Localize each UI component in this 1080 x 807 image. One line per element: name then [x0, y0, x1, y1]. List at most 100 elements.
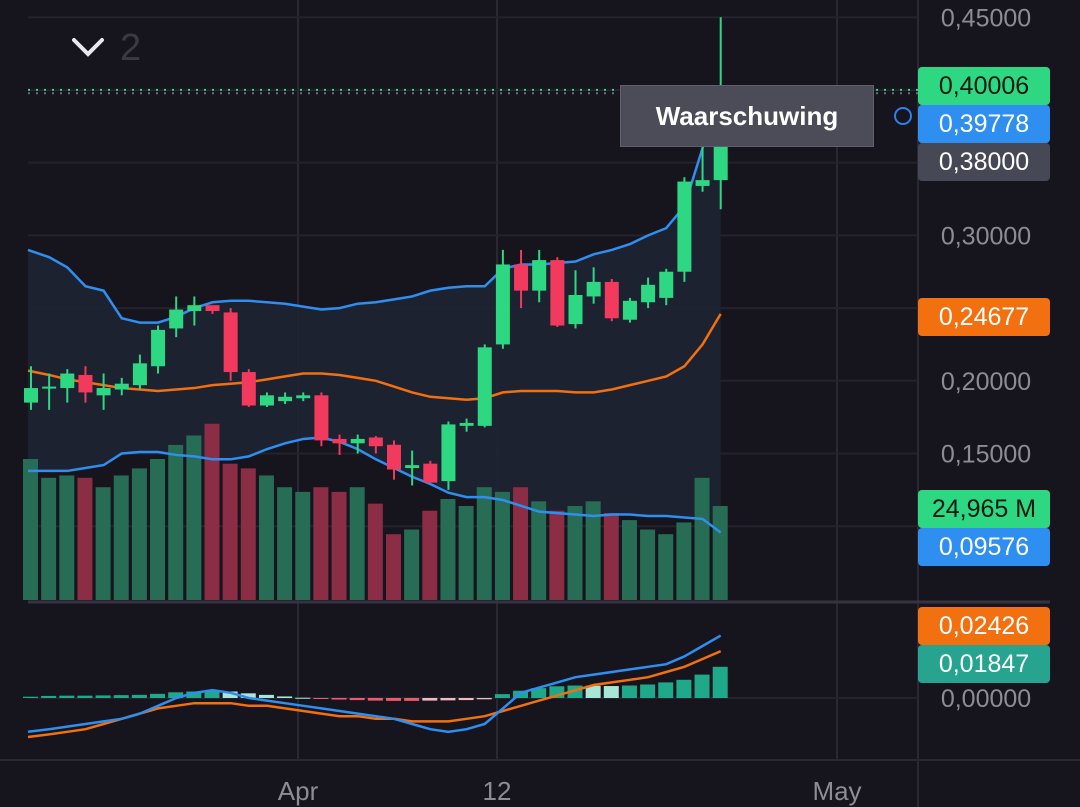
candle-body [350, 438, 365, 444]
candle [477, 344, 492, 428]
candle [332, 434, 347, 455]
volume-bar [567, 506, 583, 600]
candle-body [514, 264, 529, 291]
candle [604, 279, 619, 322]
volume-bar [168, 444, 184, 600]
volume-bar [186, 435, 202, 600]
macd-histogram-bar [458, 698, 474, 701]
macd-histogram-bar [603, 686, 619, 698]
candle-body [169, 309, 184, 329]
candle [350, 434, 365, 454]
macd-histogram-bar [77, 695, 93, 698]
candle-body [314, 395, 329, 441]
candle-body [622, 300, 637, 320]
candle [314, 392, 329, 447]
candle [132, 354, 147, 390]
macd-histogram-bar [585, 685, 601, 698]
macd-histogram-bar [331, 698, 347, 700]
alert-handle-icon[interactable] [894, 107, 912, 125]
candle [96, 373, 111, 410]
bb-upper-line [27, 89, 722, 324]
candle-body [296, 395, 311, 399]
candle-body [132, 363, 147, 386]
alert-price-badge: 0,39778 [918, 105, 1050, 143]
chevron-down-icon [72, 38, 104, 57]
candle-body [586, 281, 601, 297]
volume-bar [313, 487, 329, 600]
volume-bar [585, 501, 601, 600]
candle-body [459, 422, 474, 426]
candle [586, 267, 601, 304]
candle [187, 296, 202, 326]
volume-bar [476, 487, 492, 600]
candle [24, 366, 38, 410]
candle [550, 257, 565, 327]
candle [60, 369, 75, 403]
candle-body [60, 373, 75, 389]
volume-bar [95, 487, 111, 600]
volume-bar [676, 522, 692, 600]
candle-body [78, 374, 93, 393]
volume-bar [295, 491, 311, 600]
candle-body [368, 437, 383, 447]
bb-lower-badge: 0,09576 [918, 528, 1050, 566]
candle [205, 305, 220, 314]
volume-bar [131, 468, 147, 600]
candle-body [96, 388, 111, 396]
macd-histogram-bar [694, 674, 710, 698]
candle [296, 392, 311, 402]
candle-body [441, 424, 456, 482]
volume-bar [386, 534, 401, 600]
macd-histogram-bar [258, 694, 274, 698]
last-price-badge: 0,40006 [918, 67, 1050, 105]
volume-bar [41, 477, 57, 600]
macd-histogram-bar [494, 694, 510, 698]
volume-bar [404, 529, 420, 600]
macd-histogram-bar [531, 688, 547, 698]
macd-histogram-bar [186, 691, 202, 698]
bb-lower-line [28, 436, 722, 534]
macd-badge: 0,02426 [918, 607, 1050, 645]
macd-histogram-bar [313, 698, 329, 699]
price-tick-label-0: 0,45000 [941, 4, 1031, 32]
macd-histogram-bar [640, 684, 656, 698]
volume-bar [658, 534, 674, 600]
volume-bar [258, 475, 274, 600]
volume-bar [150, 459, 166, 600]
volume-bar [113, 475, 129, 600]
macd-histogram-bar [150, 693, 166, 698]
candle-body [641, 284, 656, 303]
macd-histogram-bar [204, 690, 220, 698]
volume-bar [277, 487, 293, 600]
time-tick-label-2: May [812, 776, 861, 806]
candle [423, 460, 438, 483]
price-tick-label-1: 0,30000 [941, 222, 1031, 250]
indicator-collapse-toggle[interactable]: 2 [68, 22, 168, 74]
macd-histogram-bar [367, 698, 383, 701]
volume-bar [549, 510, 565, 600]
macd-histogram-bar [386, 698, 401, 701]
hidden-indicator-count: 2 [120, 26, 142, 69]
candle [405, 450, 420, 486]
candle [495, 249, 510, 349]
volume-badge: 24,965 M [918, 490, 1050, 528]
alert-tooltip[interactable]: Waarschuwing [620, 85, 874, 147]
candle-body [550, 260, 565, 326]
candle-body [42, 386, 57, 389]
price-tick-label-2: 0,20000 [941, 368, 1031, 396]
macd-histogram-bar [131, 694, 147, 698]
volume-bar [222, 463, 238, 600]
candle [387, 440, 401, 480]
candle [514, 249, 529, 309]
candle [223, 308, 238, 381]
candle-body [405, 465, 420, 469]
volume-bar [458, 506, 474, 600]
candle [441, 421, 456, 490]
bb-middle-badge: 0,24677 [918, 298, 1050, 336]
candle-body [187, 305, 202, 311]
candle [677, 177, 692, 282]
macd-histogram-bar [658, 682, 674, 698]
candle [641, 277, 656, 309]
macd-histogram-bar [59, 695, 75, 698]
